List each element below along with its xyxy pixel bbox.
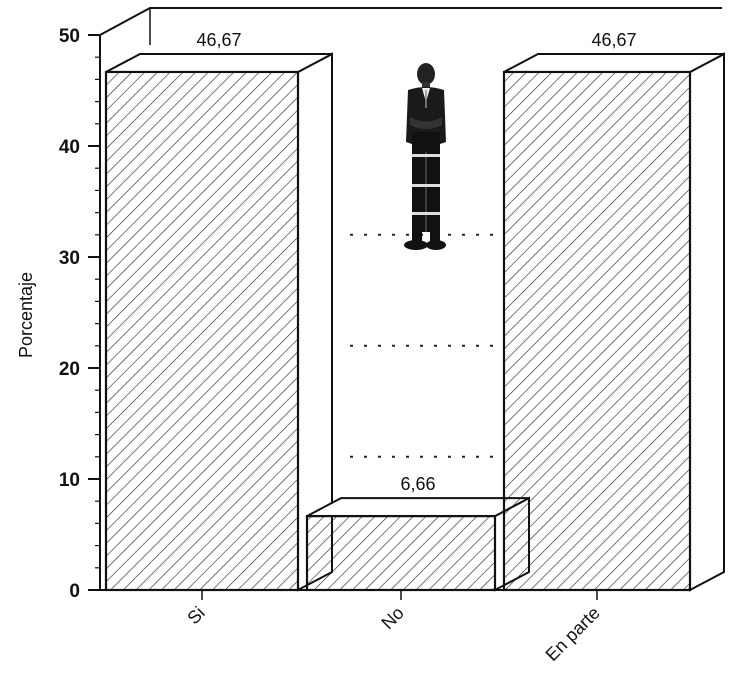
bar-front-face [104, 70, 300, 592]
bar-si [104, 52, 333, 592]
y-tick-label: 0 [69, 581, 80, 602]
bar-top-face [105, 52, 333, 73]
y-tick-label: 40 [59, 137, 80, 158]
y-tick-label: 10 [59, 470, 80, 491]
data-label: 6,66 [400, 474, 435, 494]
data-label: 46,67 [591, 30, 636, 50]
data-label: 46,67 [196, 30, 241, 50]
y-tick-label: 50 [59, 26, 80, 47]
category-label: No [377, 603, 407, 633]
y-axis-label: Porcentaje [16, 272, 36, 358]
category-label: En parte [542, 603, 604, 665]
bar-top-face [306, 497, 530, 518]
bar-top-face [503, 52, 725, 73]
bar-en-parte [502, 52, 725, 592]
y-tick-label: 20 [59, 359, 80, 380]
bar-front-face [502, 70, 692, 592]
background-dotted-lines [350, 233, 505, 458]
businessman-figure-icon [404, 63, 446, 250]
bar-side-face [689, 52, 725, 592]
category-label: Si [183, 603, 208, 628]
y-tick-label: 30 [59, 248, 80, 269]
bar-front-face [305, 514, 497, 592]
y-axis: 0 10 20 30 40 50 [59, 26, 100, 602]
bars-group [104, 52, 725, 592]
category-labels-group: Si No En parte [183, 590, 604, 665]
bar-no [305, 496, 530, 592]
data-labels-group: 46,67 6,66 46,67 [196, 30, 636, 494]
